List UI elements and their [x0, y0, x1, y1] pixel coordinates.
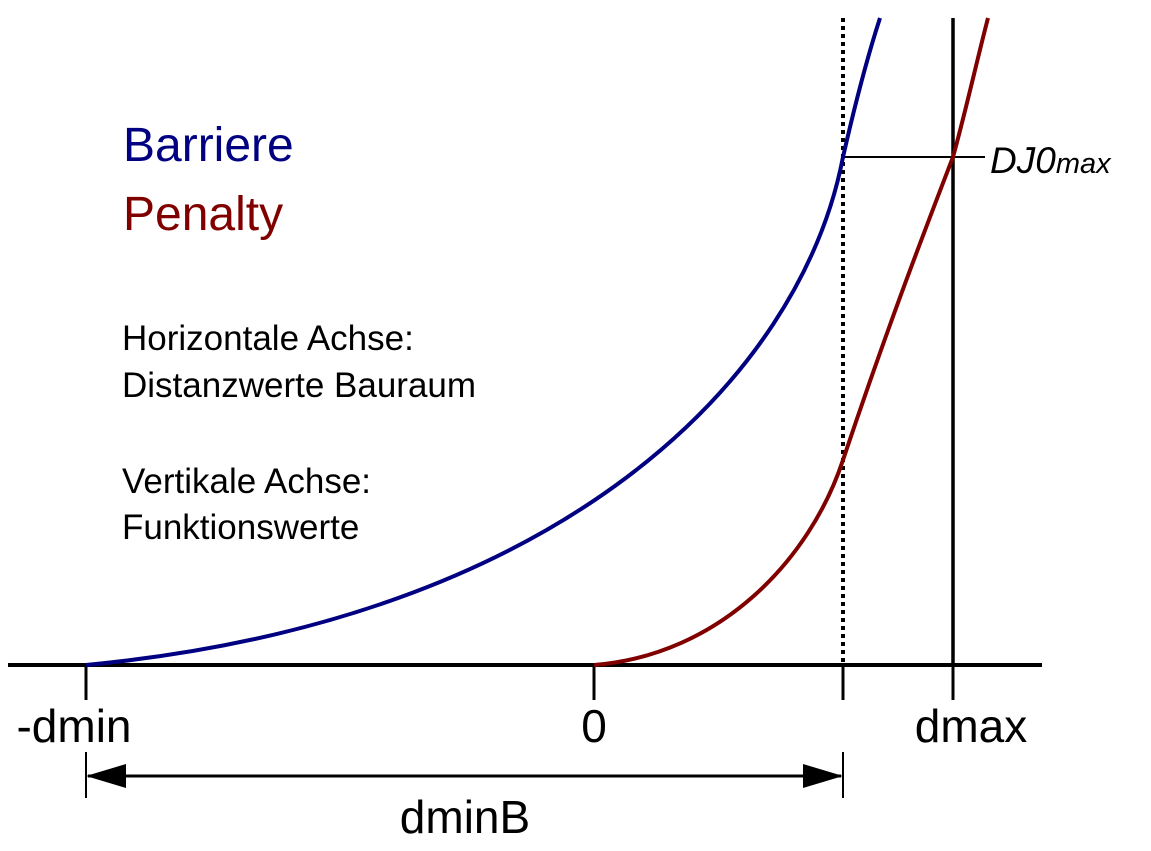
- label-dj0max: DJ0max: [990, 140, 1112, 181]
- label-dmax: dmax: [915, 700, 1027, 752]
- label-dminB: dminB: [400, 791, 530, 843]
- note-horizontal-title: Horizontale Achse:: [122, 319, 414, 358]
- label-dj0max-sub: max: [1056, 148, 1112, 180]
- legend-penalty: Penalty: [123, 188, 283, 241]
- note-horizontal-desc: Distanzwerte Bauraum: [122, 366, 476, 405]
- barrier-curve: [85, 17, 882, 667]
- label-dj0max-main: DJ0: [990, 140, 1056, 181]
- label-neg-dmin: -dmin: [16, 700, 131, 752]
- note-vertical-desc: Funktionswerte: [122, 508, 359, 547]
- label-zero: 0: [581, 700, 607, 752]
- penalty-curve: [593, 17, 990, 667]
- legend-barrier: Barriere: [123, 119, 294, 172]
- note-vertical-title: Vertikale Achse:: [122, 462, 371, 501]
